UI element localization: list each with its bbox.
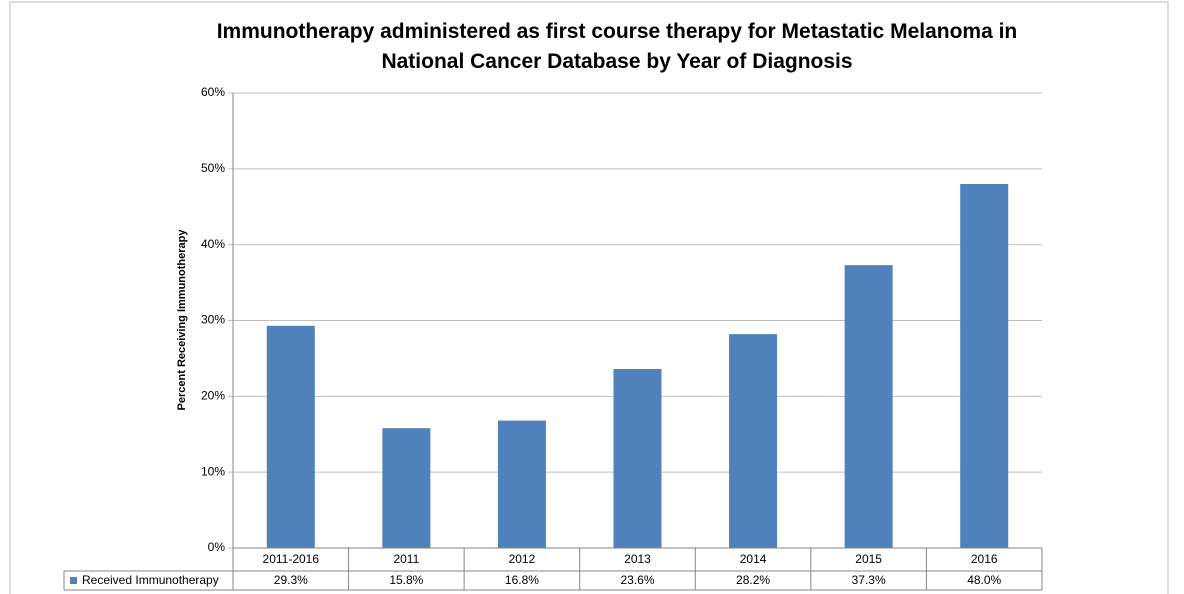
y-axis-label: Percent Receiving Immunotherapy bbox=[176, 229, 188, 411]
legend-label: Received Immunotherapy bbox=[82, 573, 219, 587]
y-tick-label: 50% bbox=[201, 161, 225, 175]
y-tick-label: 40% bbox=[201, 237, 225, 251]
y-tick-label: 10% bbox=[201, 464, 225, 478]
table-value: 23.6% bbox=[620, 573, 654, 587]
y-tick-label: 60% bbox=[201, 85, 225, 99]
x-tick-label: 2012 bbox=[509, 552, 536, 566]
chart-border bbox=[9, 1, 1169, 594]
table-value: 48.0% bbox=[967, 573, 1001, 587]
table-value: 28.2% bbox=[736, 573, 770, 587]
x-tick-label: 2015 bbox=[855, 552, 882, 566]
bar bbox=[266, 325, 315, 548]
x-tick-label: 2013 bbox=[624, 552, 651, 566]
y-tick-label: 0% bbox=[208, 540, 226, 554]
bar bbox=[960, 184, 1009, 548]
y-tick-label: 20% bbox=[201, 389, 225, 403]
legend-swatch bbox=[70, 577, 77, 584]
x-tick-label: 2011 bbox=[393, 552, 419, 566]
y-tick-label: 30% bbox=[201, 313, 225, 327]
x-tick-label: 2011-2016 bbox=[263, 552, 320, 566]
table-value: 16.8% bbox=[505, 573, 539, 587]
bar bbox=[497, 420, 546, 548]
table-value: 29.3% bbox=[274, 573, 308, 587]
bar bbox=[729, 334, 778, 548]
bar bbox=[382, 428, 431, 548]
x-tick-label: 2014 bbox=[740, 552, 767, 566]
table-value: 37.3% bbox=[852, 573, 886, 587]
bar bbox=[844, 265, 893, 548]
chart-title: Immunotherapy administered as first cour… bbox=[217, 20, 1018, 73]
table-value: 15.8% bbox=[389, 573, 423, 587]
x-tick-label: 2016 bbox=[971, 552, 998, 566]
bar bbox=[613, 369, 662, 548]
